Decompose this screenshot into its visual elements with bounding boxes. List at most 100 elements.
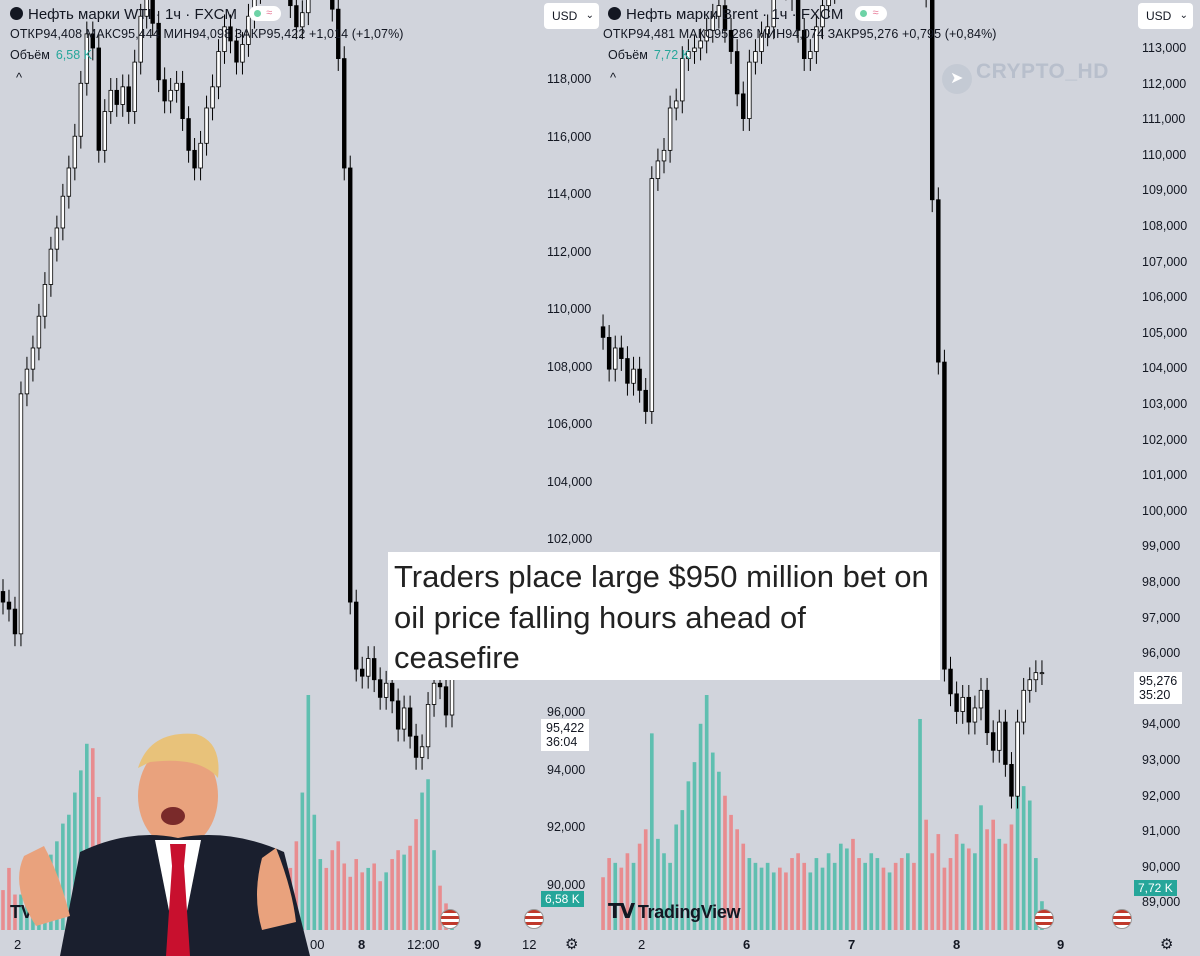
volume-bar [306,695,311,930]
brent-price-axis[interactable]: USD ⌄ 113,000 112,000 111,000 110,000 109,000… [1130,0,1200,956]
collapse-chevron-icon[interactable]: ^ [16,70,23,85]
axis-tick: 118,000 [547,72,592,86]
candle [246,15,251,45]
watermark: ➤ CRYPTO_HD [942,60,1109,94]
collapse-chevron-icon[interactable]: ^ [610,70,617,85]
volume-bar [680,810,685,930]
wti-price-axis[interactable]: USD ⌄ 118,000 116,000 114,000 112,000 110… [540,0,600,956]
candle [48,248,54,285]
axis-tick: 111,000 [1142,112,1186,127]
volume-bar [997,838,1002,930]
volume-bar [857,858,861,930]
candle [734,51,740,95]
wti-title[interactable]: Нефть марки WTI · 1ч · FXCM ≈ [10,6,282,23]
candle [0,591,6,603]
volume-bar [1021,786,1026,930]
axis-tick: 108,000 [547,360,593,374]
volume-bar [759,867,764,930]
wti-volume-badge: 6,58 K [541,891,584,907]
volume-bar [808,872,813,930]
volume-bar [1003,843,1008,930]
candle [222,26,227,52]
currency-select-left[interactable]: USD ⌄ [544,3,599,29]
candle [637,368,642,391]
volume-bar [704,695,709,930]
volume-bar [348,876,353,930]
volume-bar [802,862,807,930]
candle [814,26,819,52]
candle [228,26,233,42]
brent-last-price-label: 95,276 35:20 [1134,672,1183,704]
volume-bar [643,829,648,930]
volume-bar [390,859,394,930]
volume-bar [360,872,364,930]
candle [710,15,716,31]
settings-gear-icon[interactable]: ⚙ [565,936,579,953]
us-flag-icon-2[interactable] [524,909,544,929]
candle [606,336,612,370]
axis-tick: 90,000 [1142,859,1181,874]
volume-bar [899,858,904,930]
candle [771,0,776,28]
us-flag-icon[interactable] [440,909,460,929]
volume-bar [607,858,611,930]
candle [210,86,215,109]
person-photo [19,733,310,956]
candle [619,347,624,359]
candle [984,689,990,734]
candle [765,26,770,35]
axis-tick: 96,000 [1142,646,1181,661]
volume-bar [735,829,739,930]
candle [942,361,947,670]
candle [168,89,173,102]
market-status-indicator[interactable]: ≈ [249,6,282,21]
volume-bar [662,853,666,930]
candle [156,22,161,81]
volume-bar [985,829,989,930]
volume-bar [784,872,788,930]
axis-tick: 113,000 [1142,41,1187,55]
volume-bar [710,752,715,930]
candle [306,0,311,14]
volume-bar [67,814,71,930]
candle [180,82,185,119]
volume-bar [863,862,867,930]
axis-tick: 105,000 [1142,325,1188,340]
currency-select-right[interactable]: USD ⌄ [1138,3,1193,29]
axis-tick: 104,000 [1142,361,1188,376]
wti-x-tick: 9 [474,937,482,952]
candle [407,707,413,737]
axis-tick: 106,000 [547,417,593,431]
volume-bar [960,843,965,930]
candle [1003,721,1008,765]
volume-bar [954,834,959,930]
wti-x-tick: 12:00 [407,937,440,952]
us-flag-icon-2[interactable] [1112,909,1132,929]
us-flag-icon[interactable] [1034,909,1054,929]
candle [383,682,389,698]
candle [1027,679,1032,691]
tradingview-logo[interactable]: 𝗧𝗩 TradingView [608,901,741,923]
axis-tick: 99,000 [1142,539,1181,554]
volume-bar [342,863,347,930]
brent-x-tick: 2 [638,937,646,952]
axis-tick: 97,000 [1142,610,1181,625]
settings-gear-icon[interactable]: ⚙ [1160,936,1174,953]
volume-bar [924,819,928,930]
wti-chart-panel: Нефть марки WTI · 1ч · FXCM ≈ ОТКР94,408… [0,0,544,956]
candle [680,58,685,102]
brent-chart[interactable] [600,0,1130,956]
candle [820,5,825,28]
volume-bar [753,862,758,930]
volume-bar [13,894,17,930]
candle [649,178,655,412]
candle [600,326,606,338]
axis-tick: 92,000 [1142,788,1181,803]
wti-x-tick: 2 [14,937,22,952]
wti-volume-legend: Объём 6,58 K [10,48,92,62]
candle [698,40,703,49]
axis-tick: 94,000 [1142,717,1181,732]
market-status-indicator[interactable]: ≈ [855,6,888,21]
volume-bar [906,853,910,930]
brent-title[interactable]: Нефть марки Brent · 1ч · FXCM ≈ [608,6,888,23]
